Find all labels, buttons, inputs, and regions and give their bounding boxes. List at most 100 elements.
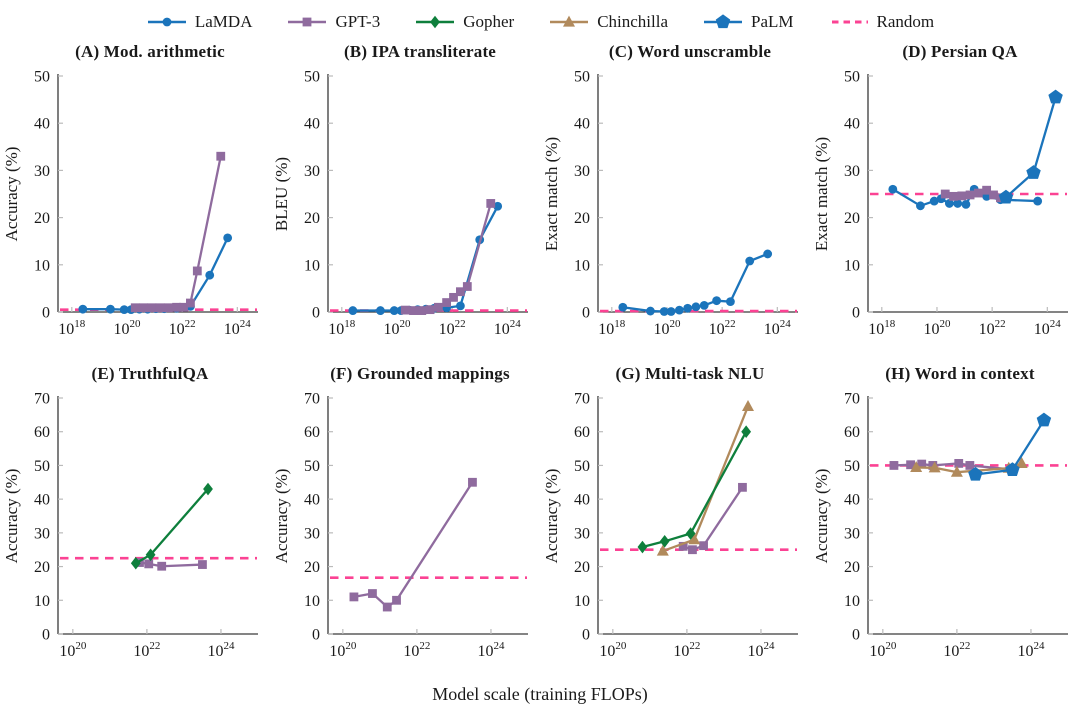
y-tick-label: 60: [574, 424, 590, 441]
series-gpt-3: [130, 151, 226, 313]
series-line: [139, 561, 203, 568]
y-axis-title: Accuracy (%): [814, 469, 831, 564]
y-tick-label: 10: [304, 257, 320, 274]
y-tick-label: 40: [34, 492, 50, 509]
y-tick-label: 40: [304, 492, 320, 509]
y-tick-label: 30: [844, 163, 860, 180]
gpt3-square-marker-icon: [288, 17, 327, 27]
y-tick-label: 50: [844, 69, 860, 86]
series-line: [1005, 96, 1057, 199]
lamda-circle-marker-icon: [147, 17, 186, 27]
y-tick-label: 20: [34, 559, 50, 576]
y-tick-label: 30: [304, 525, 320, 542]
legend-label: PaLM: [751, 12, 794, 31]
y-tick-label: 70: [844, 391, 860, 408]
series-gpt-3: [349, 477, 477, 612]
x-tick-label: 1022: [169, 318, 196, 338]
series-gpt-3: [135, 558, 207, 571]
y-tick-label: 20: [844, 559, 860, 576]
x-tick-label: 1024: [1034, 318, 1062, 338]
y-tick-label: 10: [844, 593, 860, 610]
x-tick-label: 1020: [113, 318, 141, 338]
y-tick-label: 70: [574, 391, 590, 408]
y-tick-label: 20: [844, 210, 860, 227]
x-tick-label: 1020: [653, 318, 681, 338]
series-line: [642, 431, 748, 549]
panel-f: (F) Grounded mappings 0 10 20 30 40 50 60 70 102…: [270, 360, 540, 682]
x-tick-label: 1022: [439, 318, 466, 338]
series-line: [405, 203, 492, 312]
y-tick-label: 0: [42, 627, 50, 644]
panel-c: (C) Word unscramble 0 10 20 30 40 50 1018 1020 1…: [540, 38, 810, 360]
x-tick-label: 1024: [764, 318, 792, 338]
x-tick-label: 1024: [1017, 640, 1045, 660]
y-tick-label: 70: [34, 391, 50, 408]
series-lamda: [78, 233, 233, 315]
gopher-diamond-marker-icon: [416, 15, 455, 29]
x-tick-label: 1020: [59, 640, 87, 660]
y-tick-label: 10: [844, 257, 860, 274]
x-tick-label: 1022: [403, 640, 430, 660]
y-tick-label: 40: [34, 116, 50, 133]
panel-a-title: (A) Mod. arithmetic: [75, 42, 225, 61]
y-tick-label: 0: [312, 305, 320, 322]
y-tick-label: 50: [34, 458, 50, 475]
panel-a: (A) Mod. arithmetic 0 10 20 30 40 50 1018 1020 1…: [0, 38, 270, 360]
legend-label: Gopher: [463, 12, 515, 31]
series-gpt-3: [678, 482, 747, 555]
panel-c-title: (C) Word unscramble: [608, 42, 772, 61]
series-line: [135, 488, 209, 565]
x-tick-label: 1024: [494, 318, 521, 338]
y-axis-title: Exact match (%): [814, 137, 831, 251]
legend-item-palm: PaLM: [702, 12, 794, 32]
panel-b: (B) IPA transliterate 0 10 20 30 40 50 1018 102…: [270, 38, 540, 360]
y-tick-label: 50: [574, 458, 590, 475]
y-tick-label: 10: [574, 593, 590, 610]
series-gopher: [637, 425, 752, 554]
x-tick-label: 1018: [328, 318, 356, 338]
legend-item-gopher: Gopher: [414, 12, 514, 32]
panel-grid: (A) Mod. arithmetic 0 10 20 30 40 50 1018 1020 1…: [0, 38, 1080, 682]
legend-item-lamda: LaMDA: [146, 12, 253, 32]
y-axis-title: Accuracy (%): [4, 469, 21, 564]
panel-e: (E) TruthfulQA 0 10 20 30 40 50 60 70 1020 1022 10…: [0, 360, 270, 682]
x-tick-label: 1022: [979, 318, 1006, 338]
x-tick-label: 1018: [598, 318, 626, 338]
legend-label: LaMDA: [194, 12, 253, 31]
series-palm: [968, 412, 1052, 481]
series-line: [662, 405, 750, 553]
x-tick-label: 1020: [869, 640, 897, 660]
x-tick-label: 1022: [943, 640, 970, 660]
y-tick-label: 40: [304, 116, 320, 133]
palm-pentagon-marker-icon: [704, 14, 743, 29]
panel-g-title: (G) Multi-task NLU: [615, 364, 765, 383]
y-tick-label: 60: [844, 424, 860, 441]
series-line: [682, 486, 744, 551]
x-tick-label: 1022: [133, 640, 160, 660]
y-tick-label: 0: [852, 627, 860, 644]
y-tick-label: 30: [574, 163, 590, 180]
series-gpt-3: [400, 199, 496, 315]
panel-h: (H) Word in context 0 10 20 30 40 50 60 70 1020 1…: [810, 360, 1080, 682]
panel-b-title: (B) IPA transliterate: [343, 42, 497, 61]
x-tick-label: 1020: [383, 318, 411, 338]
legend-label: Chinchilla: [597, 12, 669, 31]
legend-label: Random: [876, 12, 935, 31]
y-axis-title: Accuracy (%): [274, 469, 291, 564]
y-tick-label: 40: [574, 116, 590, 133]
legend-item-random: Random: [828, 12, 935, 32]
series-line: [353, 481, 474, 609]
y-tick-label: 50: [34, 69, 50, 86]
y-tick-label: 30: [844, 525, 860, 542]
x-axis-label: Model scale (training FLOPs): [432, 684, 648, 704]
y-tick-label: 50: [304, 458, 320, 475]
y-tick-label: 40: [844, 116, 860, 133]
